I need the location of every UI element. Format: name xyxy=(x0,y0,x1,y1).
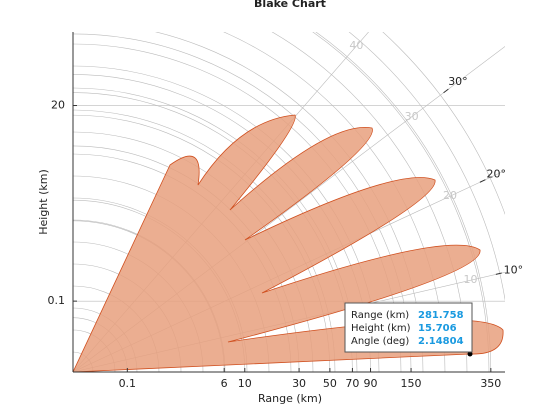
angle-tick xyxy=(479,179,486,183)
x-tick-label: 150 xyxy=(401,377,422,390)
overlay: 10 20 30 40 10° 20° 30° xyxy=(349,39,523,286)
datatip-value: 2.14804 xyxy=(418,336,464,347)
grid-arc xyxy=(154,32,424,372)
angle-grid-label: 30 xyxy=(405,110,419,123)
grid-arc xyxy=(73,43,402,372)
datatip xyxy=(344,302,473,353)
grid-arc xyxy=(382,32,505,215)
datatip-label: Range (km) xyxy=(351,310,409,321)
grid-arc xyxy=(312,32,490,372)
angle-tick-label: 10° xyxy=(504,263,524,276)
x-tick-label: 50 xyxy=(323,377,337,390)
datatip-label: Angle (deg) xyxy=(351,336,409,347)
datatip-value: 281.758 xyxy=(418,310,464,321)
grid-line xyxy=(73,33,412,372)
x-tick-label: 90 xyxy=(364,377,378,390)
x-tick-label: 30 xyxy=(292,377,306,390)
y-axis-label: Height (km) xyxy=(37,169,50,235)
angle-grid-label: 40 xyxy=(349,39,363,52)
angle-grid-label: 10 xyxy=(464,273,478,286)
x-tick-label: 350 xyxy=(480,377,501,390)
angle-tick-label: 30° xyxy=(448,75,468,88)
angle-tick xyxy=(495,272,502,275)
x-tick-label: 6 xyxy=(221,377,228,390)
y-tick-label: 20 xyxy=(51,99,65,112)
angle-tick xyxy=(443,88,449,94)
datatip-value: 15.706 xyxy=(418,323,457,334)
x-tick-label: 0.1 xyxy=(119,377,137,390)
datatip-point xyxy=(467,351,473,357)
lobes xyxy=(73,114,504,372)
chart-title: Blake Chart xyxy=(254,0,326,10)
grid-arc xyxy=(348,32,505,302)
y-tick-label: 0.1 xyxy=(48,294,66,307)
grid-arc xyxy=(73,65,380,372)
x-axis-label: Range (km) xyxy=(258,392,322,405)
x-tick-label: 10 xyxy=(238,377,252,390)
angle-tick-label: 20° xyxy=(486,168,506,181)
grid-line xyxy=(315,32,492,372)
x-tick-label: 70 xyxy=(345,377,359,390)
grid-arc xyxy=(271,32,468,372)
grid-arc xyxy=(223,32,446,372)
angle-grid-label: 20 xyxy=(443,189,457,202)
datatip-label: Height (km) xyxy=(351,323,411,334)
